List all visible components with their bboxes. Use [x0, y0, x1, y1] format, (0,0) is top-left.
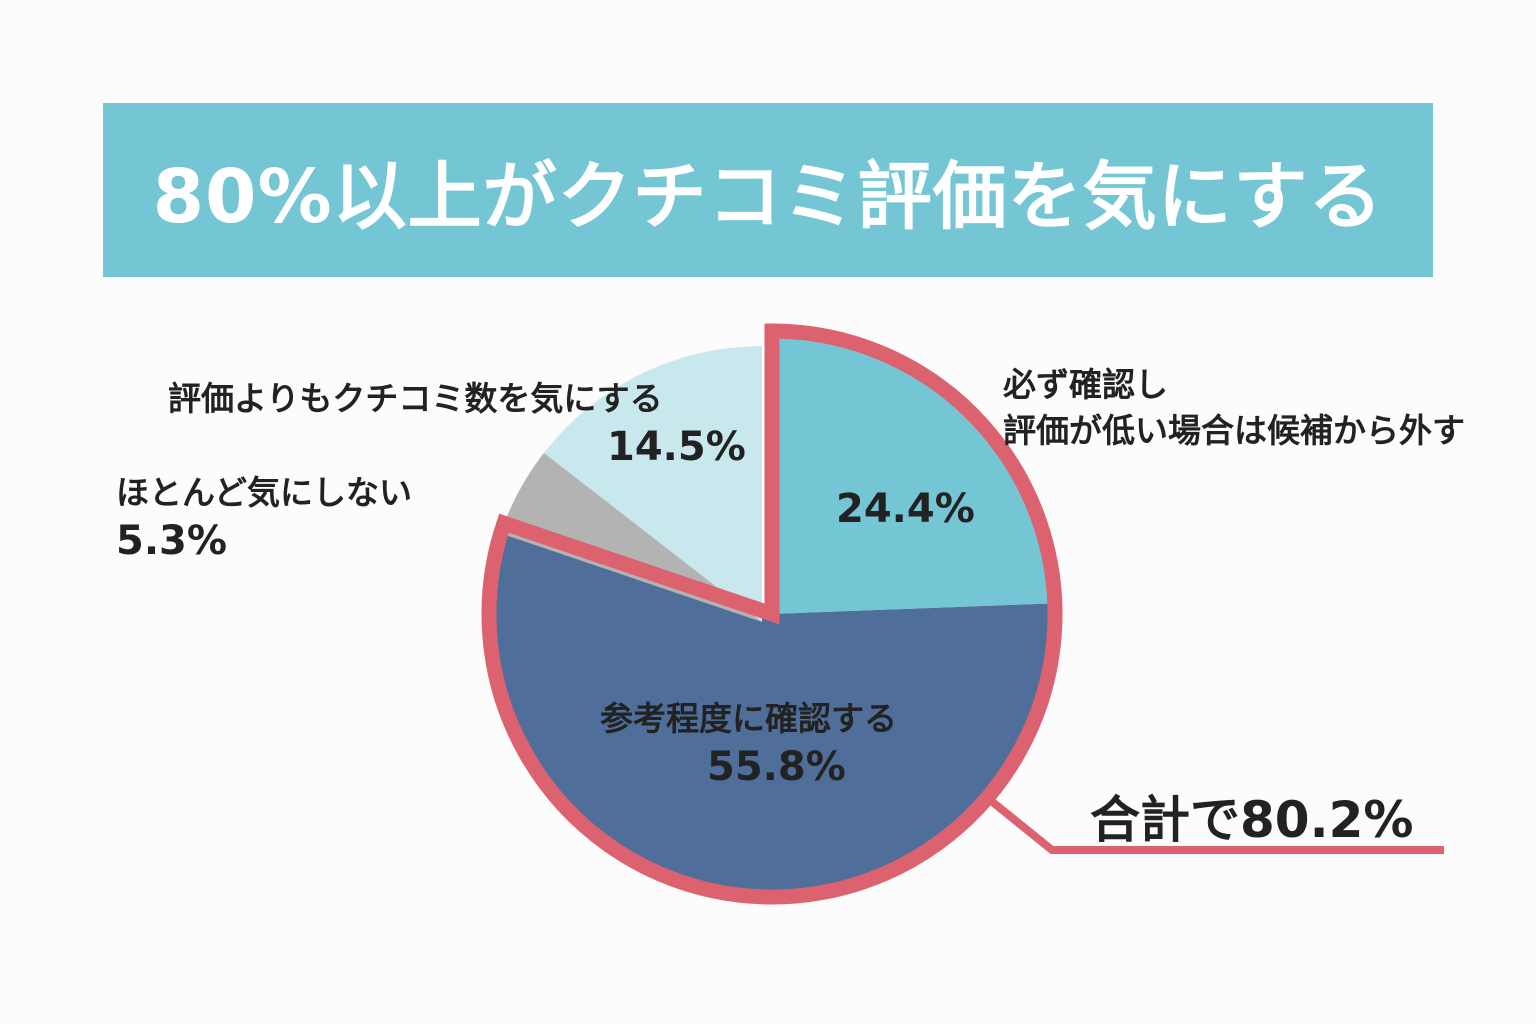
slice-label-0-line-0: 必ず確認し	[1003, 365, 1168, 404]
slice-value-2: 5.3%	[116, 518, 227, 564]
pie-slice-0	[772, 338, 1048, 614]
slice-value-1: 55.8%	[707, 744, 846, 790]
slice-value-0: 24.4%	[836, 486, 975, 532]
slice-label-0-line-1: 評価が低い場合は候補から外す	[1003, 411, 1465, 450]
slice-label-2-line-0: ほとんど気にしない	[116, 473, 413, 512]
pie-slice-2	[500, 452, 762, 622]
title-banner: 80%以上がクチコミ評価を気にする	[103, 103, 1433, 277]
pie-slice-1	[496, 525, 1049, 890]
slice-label-3-line-0: 評価よりもクチコミ数を気にする	[168, 379, 663, 418]
slice-value-3: 14.5%	[607, 424, 746, 470]
chart-title: 80%以上がクチコミ評価を気にする	[152, 153, 1384, 240]
slice-label-1-line-0: 参考程度に確認する	[600, 699, 897, 738]
pie-slice-3	[543, 346, 762, 622]
highlight-total-label: 合計で80.2%	[1090, 791, 1414, 849]
highlight-leader-line	[987, 796, 1444, 854]
highlight-outline	[481, 323, 1063, 905]
